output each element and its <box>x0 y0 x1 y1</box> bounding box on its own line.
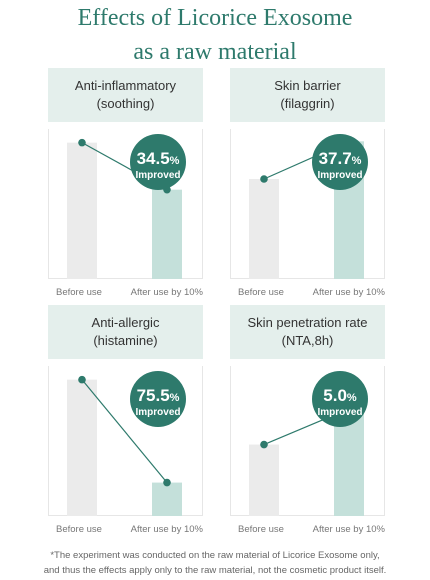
badge-value-number: 75.5 <box>137 386 170 405</box>
bar-before-use <box>249 444 279 516</box>
badge-value-unit: % <box>170 392 180 404</box>
x-tick-label-after: After use by 10% <box>130 524 203 535</box>
panel-header: Anti-inflammatory (soothing) <box>48 68 203 122</box>
badge-value: 37.7% <box>319 149 362 168</box>
bar-before-use <box>67 142 97 279</box>
badge-label: Improved <box>135 407 180 418</box>
badge-value-unit: % <box>170 155 180 167</box>
panel-subtitle: (histamine) <box>93 333 158 348</box>
panel-subtitle: (NTA,8h) <box>281 333 334 348</box>
x-tick-label-after: After use by 10% <box>130 287 203 298</box>
badge-value-unit: % <box>352 155 362 167</box>
point-before-use <box>78 375 86 384</box>
panel-title: Anti-allergic <box>91 315 160 330</box>
point-before-use <box>260 440 268 449</box>
improved-badge <box>312 371 368 427</box>
panel-header: Anti-allergic (histamine) <box>48 305 203 359</box>
bar-before-use <box>67 379 97 516</box>
badge-value-number: 5.0 <box>323 386 347 405</box>
panel-header: Skin barrier (filaggrin) <box>230 68 385 122</box>
footnote-line-2: and thus the effects apply only to the r… <box>43 565 387 576</box>
chart-frame <box>230 366 385 516</box>
chart-frame <box>48 129 203 279</box>
panel-title: Skin barrier <box>274 78 341 93</box>
panel-subtitle: (soothing) <box>96 96 155 111</box>
chart-frame <box>230 129 385 279</box>
point-before-use <box>78 138 86 147</box>
bar-after-use <box>152 189 182 279</box>
bar-after-use <box>152 482 182 516</box>
footnote-line-1: *The experiment was conducted on the raw… <box>50 550 380 561</box>
x-tick-label-before: Before use <box>56 287 102 298</box>
chart-skin-penetration: 5.0% Improved <box>230 366 385 516</box>
panel-title: Skin penetration rate <box>247 315 368 330</box>
improved-badge <box>130 371 186 427</box>
point-before-use <box>260 175 268 183</box>
badge-value: 5.0% <box>323 386 357 405</box>
x-tick-label-before: Before use <box>238 287 284 298</box>
panel-header: Skin penetration rate (NTA,8h) <box>230 305 385 359</box>
badge-value: 34.5% <box>137 149 180 168</box>
chart-anti-inflammatory: 34.5% Improved <box>48 129 203 279</box>
x-tick-label-after: After use by 10% <box>312 524 385 535</box>
title-line-2: as a raw material <box>133 39 297 65</box>
x-tick-label-before: Before use <box>238 524 284 535</box>
point-after-use <box>163 478 171 487</box>
panel-title: Anti-inflammatory <box>74 78 177 93</box>
badge-label: Improved <box>317 170 362 181</box>
trend-line <box>81 379 168 483</box>
badge-label: Improved <box>135 170 180 181</box>
panel-subtitle: (filaggrin) <box>280 96 335 111</box>
chart-anti-allergic: 75.5% Improved <box>48 366 203 516</box>
chart-frame <box>48 366 203 516</box>
bar-before-use <box>249 179 279 279</box>
x-tick-label-before: Before use <box>56 524 102 535</box>
title-line-1: Effects of Licorice Exosome <box>77 5 353 31</box>
badge-value-number: 37.7 <box>319 149 352 168</box>
badge-label: Improved <box>317 407 362 418</box>
badge-value-unit: % <box>347 392 357 404</box>
badge-value-number: 34.5 <box>137 149 170 168</box>
chart-skin-barrier: 37.7% Improved <box>230 129 385 279</box>
x-tick-label-after: After use by 10% <box>312 287 385 298</box>
improved-badge <box>312 134 368 190</box>
improved-badge <box>130 134 186 190</box>
badge-value: 75.5% <box>137 386 180 405</box>
